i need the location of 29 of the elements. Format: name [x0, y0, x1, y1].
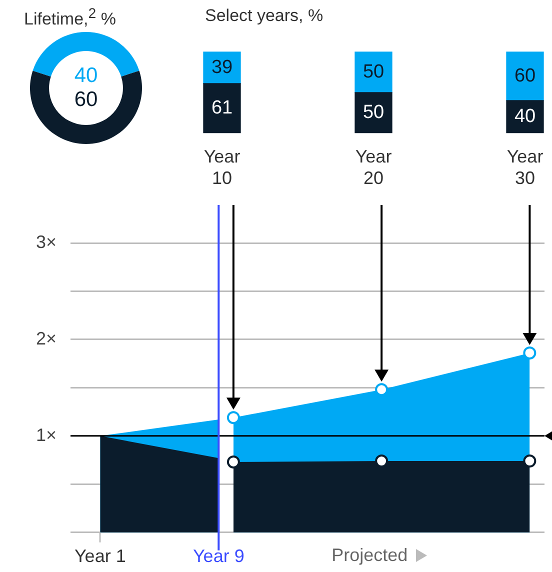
chart-title: Select years, %	[205, 6, 324, 26]
y-tick-label: 1×	[36, 424, 57, 445]
x-tick-label: Year 30	[506, 146, 544, 188]
chart-title: Lifetime,$^{2}$ %	[24, 6, 116, 30]
text: Projected	[332, 545, 408, 566]
y-tick-label: 3×	[36, 232, 57, 252]
point	[226, 455, 240, 468]
data-label: 40	[514, 106, 536, 127]
point	[375, 383, 388, 396]
point	[523, 454, 536, 468]
data-label: 40	[74, 64, 98, 87]
point	[523, 346, 536, 360]
x-tick-label: Year 1	[74, 546, 126, 566]
bar	[354, 92, 392, 134]
x-tick-label: Year 9	[192, 546, 244, 566]
data-label: 50	[362, 61, 384, 82]
bar	[506, 52, 544, 101]
data-label: 39	[211, 56, 233, 78]
bar	[354, 52, 392, 93]
x-tick-label: Year 20	[355, 146, 392, 188]
data-label: 50	[362, 102, 384, 123]
data-label: 61	[211, 97, 233, 118]
y-tick-label: 2×	[36, 328, 57, 348]
point	[226, 411, 240, 424]
data-label: 60	[514, 65, 536, 86]
data-label: 60	[74, 88, 98, 111]
bar	[506, 100, 544, 134]
bar	[203, 83, 241, 134]
x-tick-label: Year 10	[204, 146, 240, 188]
